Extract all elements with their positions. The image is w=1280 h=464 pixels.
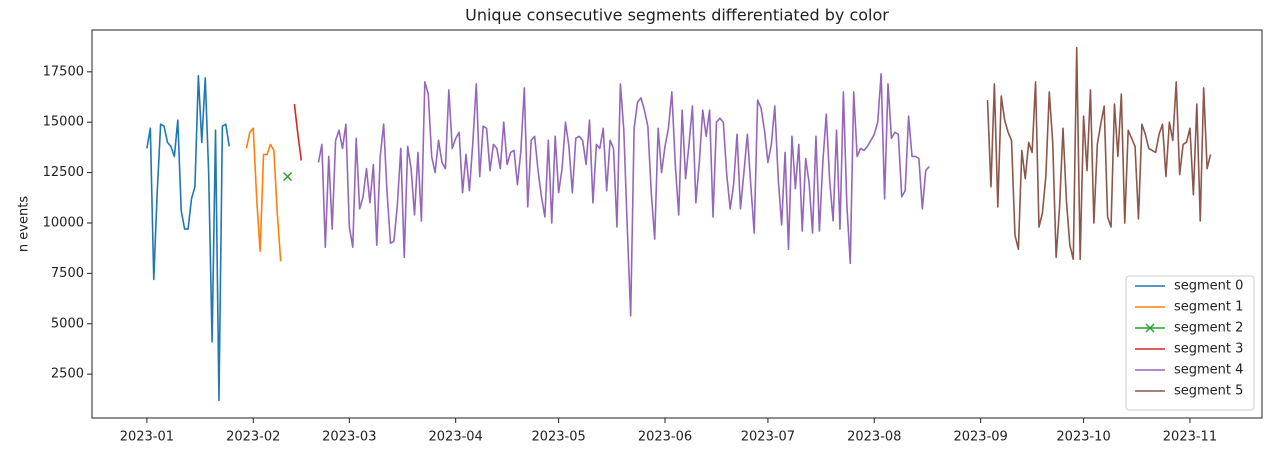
legend-label: segment 4 <box>1174 363 1243 378</box>
marker <box>1145 323 1155 333</box>
x-tick-label: 2023-09 <box>953 430 1007 445</box>
x-tick-label: 2023-02 <box>226 430 280 445</box>
y-tick-label: 12500 <box>43 165 84 180</box>
x-tick-label: 2023-01 <box>120 430 174 445</box>
series <box>986 46 1212 261</box>
series <box>293 103 303 161</box>
legend: segment 0 segment 1 segment 2 segment 3 segm… <box>1125 275 1255 411</box>
line <box>245 127 282 262</box>
marker <box>283 172 293 182</box>
line <box>146 75 231 402</box>
y-tick-label: 2500 <box>51 367 84 382</box>
x-tick-label: 2023-10 <box>1056 430 1110 445</box>
x-tick-label: 2023-04 <box>429 430 483 445</box>
series <box>317 73 930 317</box>
legend-label: segment 0 <box>1174 279 1243 294</box>
series <box>245 127 282 262</box>
x-tick-label: 2023-03 <box>322 430 376 445</box>
line <box>317 73 930 317</box>
line <box>986 46 1212 261</box>
x-tick-label: 2023-06 <box>638 430 692 445</box>
line <box>293 103 303 161</box>
legend-label: segment 3 <box>1174 342 1243 357</box>
y-tick-label: 10000 <box>43 215 84 230</box>
chart-title: Unique consecutive segments differentiat… <box>465 6 889 25</box>
y-tick-label: 17500 <box>43 64 84 79</box>
legend-label: segment 5 <box>1174 384 1243 399</box>
x-tick-label: 2023-08 <box>847 430 901 445</box>
y-tick-label: 15000 <box>43 115 84 130</box>
y-axis-label: n events <box>17 196 32 252</box>
legend-label: segment 2 <box>1174 321 1243 336</box>
series <box>283 172 293 182</box>
legend-label: segment 1 <box>1174 300 1243 315</box>
y-tick-label: 5000 <box>51 316 84 331</box>
legend-box <box>1125 275 1255 411</box>
series <box>146 75 231 402</box>
x-tick-label: 2023-07 <box>741 430 795 445</box>
y-tick-label: 7500 <box>51 266 84 281</box>
plot-frame <box>91 29 1263 419</box>
x-tick-label: 2023-05 <box>531 430 585 445</box>
x-tick-label: 2023-11 <box>1163 430 1217 445</box>
